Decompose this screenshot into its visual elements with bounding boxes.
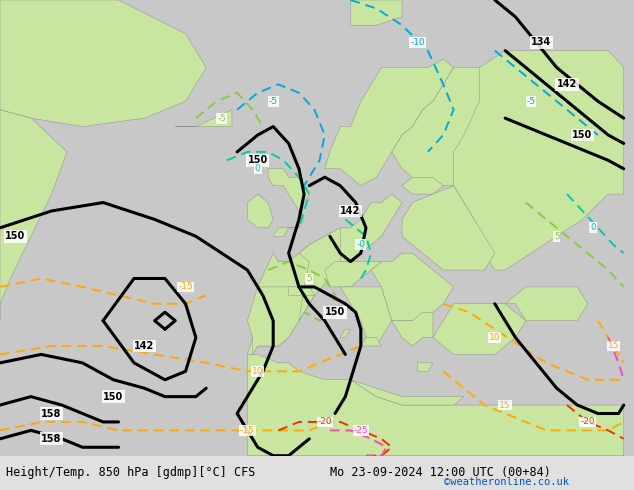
Polygon shape bbox=[325, 59, 453, 186]
Polygon shape bbox=[268, 169, 309, 236]
Text: Mo 23-09-2024 12:00 UTC (00+84): Mo 23-09-2024 12:00 UTC (00+84) bbox=[330, 466, 550, 479]
Polygon shape bbox=[247, 287, 314, 354]
Text: -10: -10 bbox=[410, 38, 425, 47]
Polygon shape bbox=[351, 0, 402, 25]
Polygon shape bbox=[402, 186, 495, 270]
Polygon shape bbox=[453, 50, 624, 270]
Text: 10: 10 bbox=[252, 367, 264, 376]
Text: -0: -0 bbox=[356, 240, 365, 249]
Polygon shape bbox=[288, 287, 314, 295]
Polygon shape bbox=[340, 287, 392, 346]
Text: 142: 142 bbox=[557, 79, 577, 89]
Polygon shape bbox=[299, 228, 340, 320]
Polygon shape bbox=[433, 304, 526, 354]
Text: -5: -5 bbox=[217, 114, 226, 122]
Text: 150: 150 bbox=[248, 155, 268, 165]
Polygon shape bbox=[247, 194, 273, 228]
Polygon shape bbox=[247, 194, 402, 354]
Polygon shape bbox=[392, 68, 515, 186]
Text: ©weatheronline.co.uk: ©weatheronline.co.uk bbox=[444, 477, 569, 487]
Text: -5: -5 bbox=[269, 97, 278, 106]
Text: -20: -20 bbox=[580, 417, 595, 426]
Text: 150: 150 bbox=[573, 130, 593, 140]
Text: 10: 10 bbox=[489, 333, 501, 342]
Polygon shape bbox=[175, 110, 232, 126]
Text: 134: 134 bbox=[531, 37, 552, 47]
Text: 150: 150 bbox=[103, 392, 124, 402]
Text: 142: 142 bbox=[134, 341, 155, 351]
Text: -25: -25 bbox=[354, 426, 368, 435]
Text: 5: 5 bbox=[554, 232, 560, 241]
Polygon shape bbox=[402, 177, 443, 194]
Polygon shape bbox=[340, 329, 351, 338]
Polygon shape bbox=[0, 110, 67, 320]
Text: 158: 158 bbox=[41, 409, 61, 418]
Text: 15: 15 bbox=[500, 400, 511, 410]
Polygon shape bbox=[361, 338, 382, 346]
Text: -20: -20 bbox=[318, 417, 332, 426]
Polygon shape bbox=[351, 380, 464, 405]
Text: 5: 5 bbox=[306, 274, 312, 283]
Text: 158: 158 bbox=[41, 434, 61, 444]
Text: -15: -15 bbox=[178, 282, 193, 292]
Polygon shape bbox=[0, 0, 206, 126]
Text: 0: 0 bbox=[255, 164, 261, 173]
Text: 150: 150 bbox=[5, 231, 25, 241]
Polygon shape bbox=[325, 262, 382, 287]
Polygon shape bbox=[247, 354, 624, 456]
Text: Height/Temp. 850 hPa [gdmp][°C] CFS: Height/Temp. 850 hPa [gdmp][°C] CFS bbox=[6, 466, 256, 479]
Polygon shape bbox=[392, 312, 433, 346]
Text: -5: -5 bbox=[526, 97, 535, 106]
Text: 142: 142 bbox=[340, 206, 361, 216]
Text: -15: -15 bbox=[240, 426, 255, 435]
Polygon shape bbox=[418, 363, 433, 371]
Polygon shape bbox=[505, 287, 588, 320]
Text: 150: 150 bbox=[325, 307, 345, 317]
Text: 15: 15 bbox=[607, 342, 619, 350]
Text: 0: 0 bbox=[590, 223, 595, 232]
Polygon shape bbox=[371, 253, 453, 320]
